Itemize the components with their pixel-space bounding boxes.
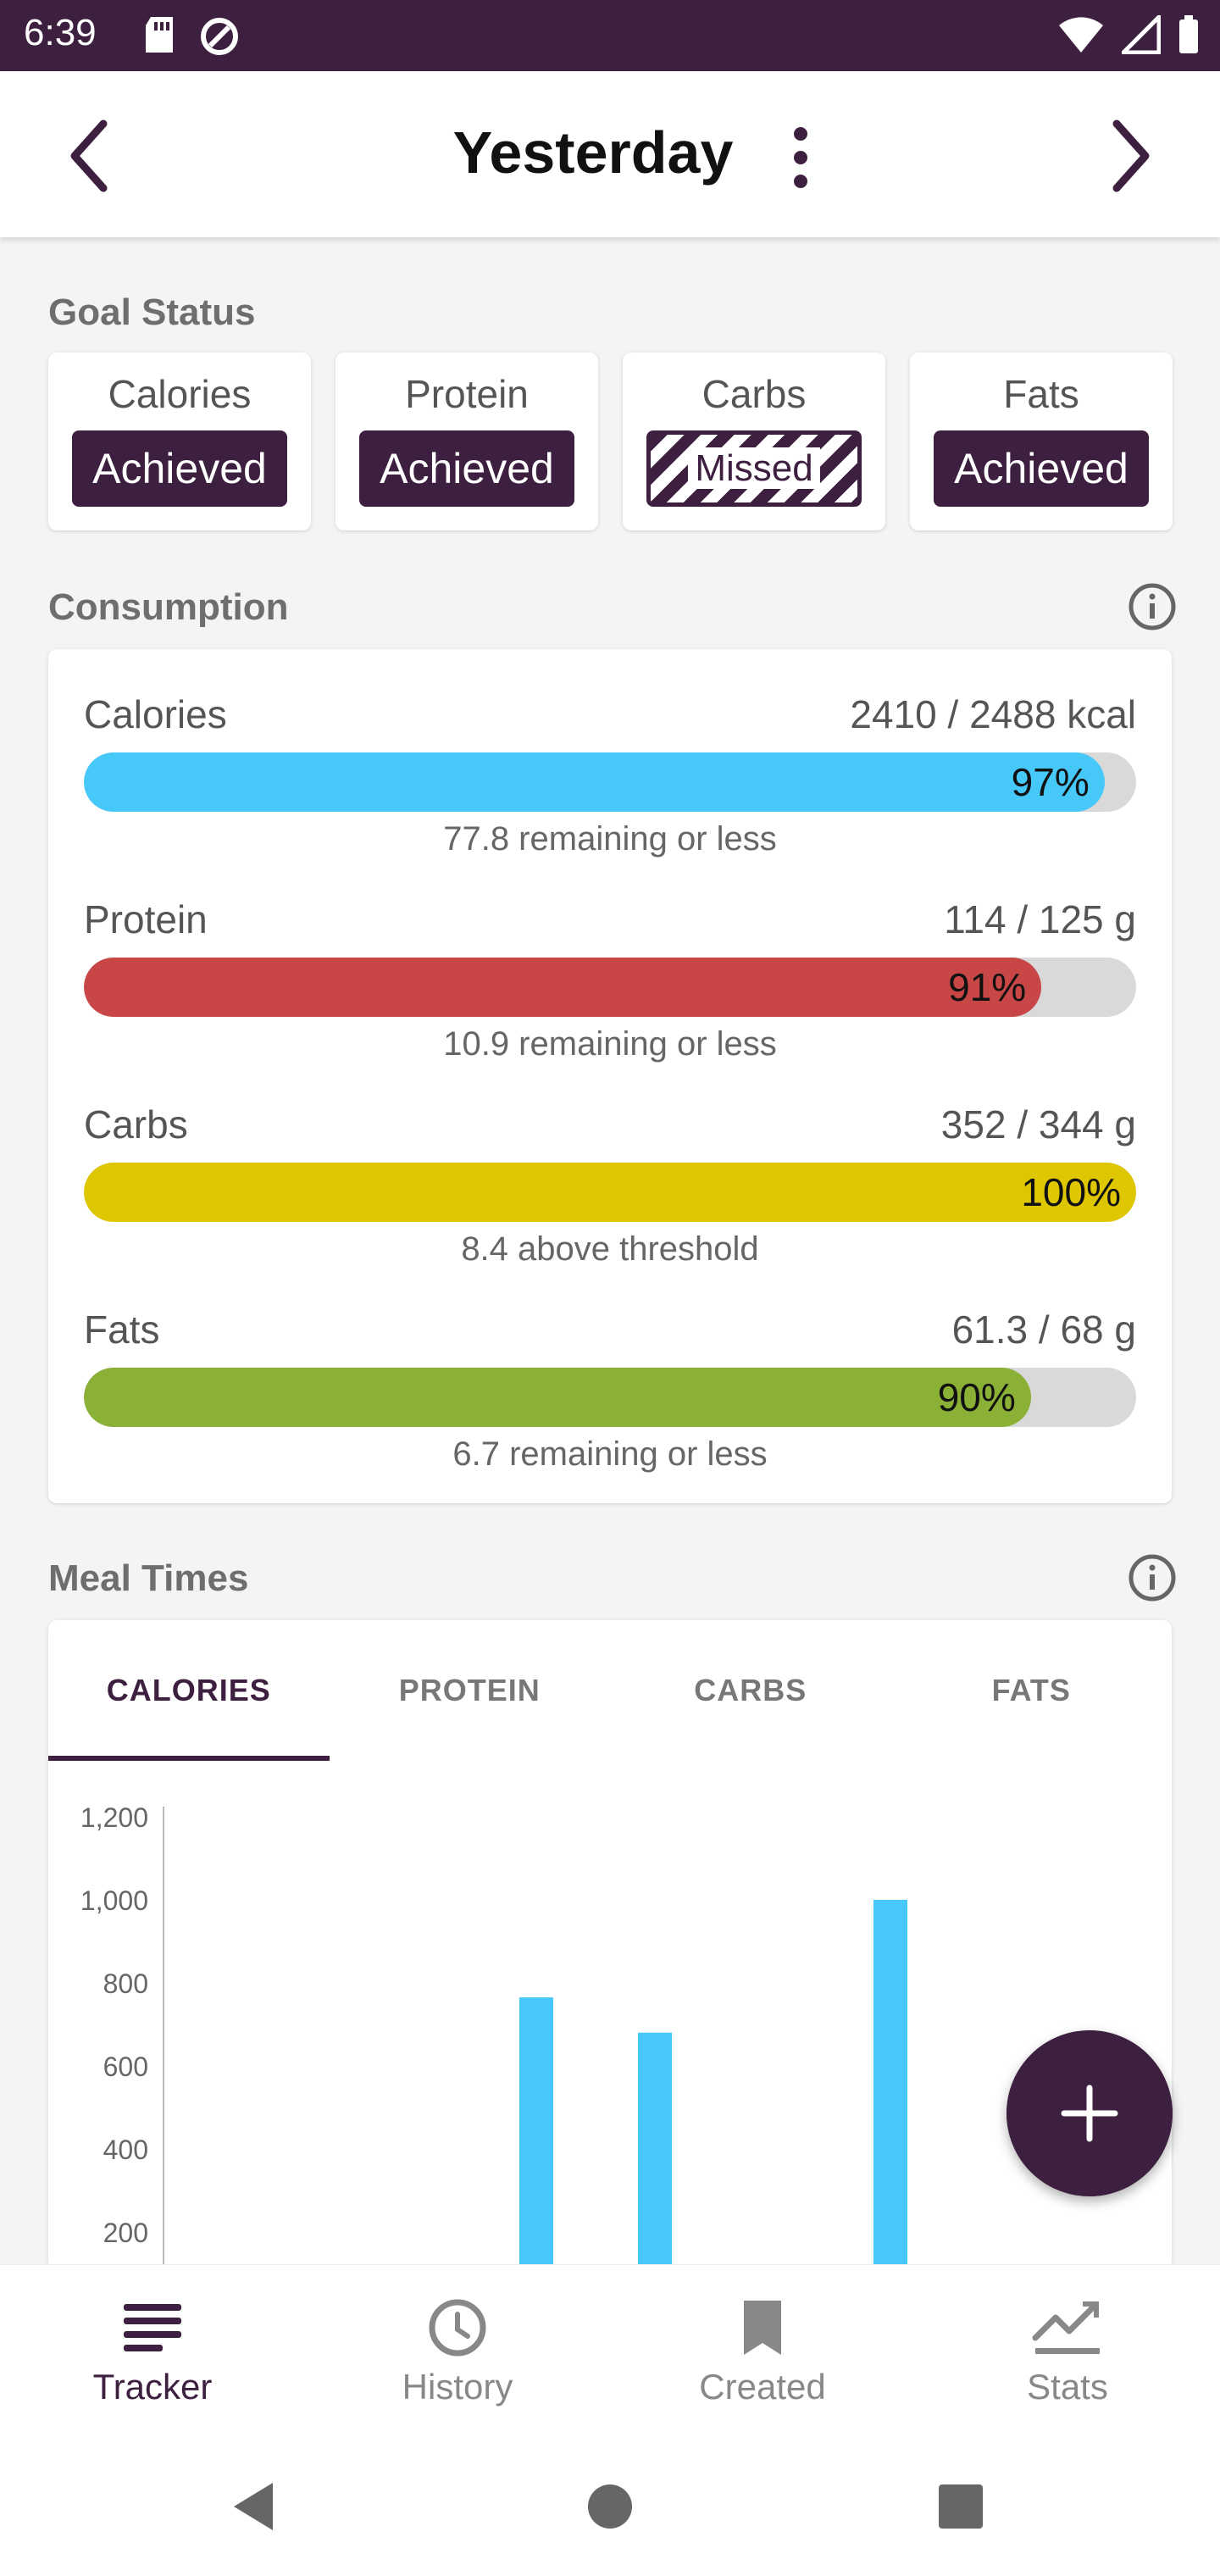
tracker-icon xyxy=(124,2304,181,2351)
progress-fill: 90% xyxy=(84,1368,1031,1427)
y-tick-label: 400 xyxy=(103,2135,148,2165)
goal-status-badge: Achieved xyxy=(934,430,1149,507)
nav-history[interactable]: History xyxy=(305,2265,610,2430)
nav-label: Created xyxy=(699,2367,826,2407)
progress-fill: 100% xyxy=(84,1163,1136,1222)
tab-protein[interactable]: PROTEIN xyxy=(398,1673,541,1707)
y-tick-label: 800 xyxy=(103,1968,148,1999)
wifi-icon xyxy=(1059,17,1103,53)
meal-times-title: Meal Times xyxy=(48,1557,249,1599)
chart-bar xyxy=(519,1997,553,2264)
battery-icon xyxy=(1179,15,1198,53)
status-bar: 6:39 xyxy=(0,0,1220,71)
nav-label: History xyxy=(402,2367,513,2407)
nav-stats[interactable]: Stats xyxy=(915,2265,1220,2430)
nav-label: Stats xyxy=(1027,2367,1108,2407)
nutrient-amount: 114 / 125 g xyxy=(944,897,1136,941)
chart-bar xyxy=(873,1900,907,2264)
meal-times-chart: 1,200 1,000 800 600 400 200 xyxy=(80,1802,907,2264)
progress-fill: 97% xyxy=(84,752,1105,812)
goal-card-fats: Fats Achieved xyxy=(910,353,1173,530)
consumption-row-protein: Protein 114 / 125 g 91% 10.9 remaining o… xyxy=(84,897,1136,1074)
nav-tracker[interactable]: Tracker xyxy=(0,2265,305,2430)
stats-icon xyxy=(1032,2301,1100,2354)
nav-created[interactable]: Created xyxy=(610,2265,915,2430)
clock-icon xyxy=(429,2299,486,2357)
progress-track: 100% xyxy=(84,1163,1136,1222)
bookmark-icon xyxy=(744,2301,781,2355)
goal-name: Fats xyxy=(1003,372,1079,416)
nutrient-name: Protein xyxy=(84,897,208,941)
nutrient-amount: 61.3 / 68 g xyxy=(951,1307,1136,1352)
chevron-right-icon[interactable] xyxy=(1084,114,1169,198)
nutrient-name: Calories xyxy=(84,692,227,736)
page-title: Yesterday xyxy=(452,119,734,186)
remaining-note: 6.7 remaining or less xyxy=(452,1435,768,1473)
recents-icon[interactable] xyxy=(927,2473,995,2540)
progress-track: 91% xyxy=(84,958,1136,1017)
tab-fats[interactable]: FATS xyxy=(991,1673,1071,1707)
progress-percent: 97% xyxy=(1011,760,1090,804)
home-icon[interactable] xyxy=(576,2473,644,2540)
goal-name: Calories xyxy=(108,372,252,416)
signal-icon xyxy=(1122,15,1161,54)
y-tick-label: 600 xyxy=(103,2051,148,2082)
nutrient-name: Carbs xyxy=(84,1102,188,1146)
chevron-left-icon[interactable] xyxy=(51,114,136,198)
goal-card-protein: Protein Achieved xyxy=(336,353,598,530)
progress-track: 90% xyxy=(84,1368,1136,1427)
consumption-title: Consumption xyxy=(48,586,289,628)
tab-calories[interactable]: CALORIES xyxy=(48,1620,330,1761)
progress-track: 97% xyxy=(84,752,1136,812)
progress-percent: 91% xyxy=(948,965,1027,1009)
info-icon[interactable] xyxy=(1127,1552,1178,1603)
bottom-navigation: Tracker History Created Stats xyxy=(0,2264,1220,2430)
info-icon[interactable] xyxy=(1127,581,1178,632)
more-vert-icon[interactable] xyxy=(779,124,822,192)
y-tick-label: 1,000 xyxy=(80,1885,148,1916)
remaining-note: 77.8 remaining or less xyxy=(443,820,777,858)
progress-fill: 91% xyxy=(84,958,1042,1017)
status-time: 6:39 xyxy=(24,12,97,53)
goal-status-title: Goal Status xyxy=(48,291,256,333)
consumption-row-fats: Fats 61.3 / 68 g 90% 6.7 remaining or le… xyxy=(84,1307,1136,1485)
add-entry-button[interactable] xyxy=(1006,2030,1173,2196)
data-saver-icon xyxy=(201,18,238,55)
goal-card-carbs: Carbs Missed xyxy=(623,353,885,530)
progress-percent: 100% xyxy=(1021,1170,1121,1214)
back-icon[interactable] xyxy=(222,2473,290,2540)
nutrient-name: Fats xyxy=(84,1307,160,1352)
meal-times-card: CALORIES PROTEIN CARBS FATS 1,200 1,000 80… xyxy=(48,1620,1172,2264)
meal-tabs: CALORIES PROTEIN CARBS FATS xyxy=(48,1620,1172,1761)
remaining-note: 8.4 above threshold xyxy=(461,1230,759,1268)
app-bar: Yesterday xyxy=(0,71,1220,237)
nutrient-amount: 352 / 344 g xyxy=(940,1102,1136,1146)
chart-bar xyxy=(638,2032,672,2264)
nav-label: Tracker xyxy=(92,2367,213,2407)
goal-name: Carbs xyxy=(702,372,807,416)
goal-status-badge: Achieved xyxy=(72,430,287,507)
sd-card-icon xyxy=(146,17,173,53)
progress-percent: 90% xyxy=(937,1375,1016,1419)
remaining-note: 10.9 remaining or less xyxy=(443,1025,777,1063)
goal-name: Protein xyxy=(405,372,529,416)
y-tick-label: 200 xyxy=(103,2218,148,2248)
consumption-row-carbs: Carbs 352 / 344 g 100% 8.4 above thresho… xyxy=(84,1102,1136,1280)
goal-status-badge: Achieved xyxy=(359,430,574,507)
goal-status-text: Missed xyxy=(688,447,820,489)
goal-card-calories: Calories Achieved xyxy=(48,353,311,530)
goal-status-badge-missed: Missed xyxy=(646,430,862,507)
tab-carbs[interactable]: CARBS xyxy=(694,1673,807,1707)
nutrient-amount: 2410 / 2488 kcal xyxy=(850,692,1136,736)
consumption-card: Calories 2410 / 2488 kcal 97% 77.8 remai… xyxy=(48,649,1172,1503)
consumption-row-calories: Calories 2410 / 2488 kcal 97% 77.8 remai… xyxy=(84,691,1136,869)
system-navigation-bar xyxy=(0,2430,1220,2576)
y-tick-label: 1,200 xyxy=(80,1802,148,1833)
